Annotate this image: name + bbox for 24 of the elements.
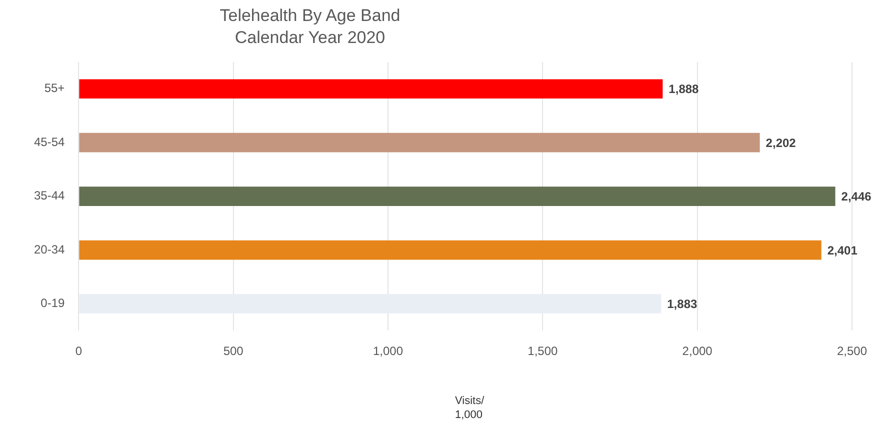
data-label: 2,202 (766, 136, 796, 150)
bar (79, 240, 822, 260)
data-label: 1,888 (668, 82, 700, 96)
x-axis-title: Visits/ 1,000 (455, 394, 486, 422)
y-tick-label: 55+ (44, 81, 65, 96)
bar (79, 79, 663, 99)
x-tick-label: 1,000 (372, 344, 404, 358)
bar (79, 132, 760, 152)
x-tick-label: 2,500 (836, 344, 868, 358)
x-tick-label: 500 (223, 344, 244, 358)
chart-title: Telehealth By Age Band (218, 6, 402, 26)
data-label: 2,446 (841, 190, 872, 204)
data-label: 1,883 (667, 297, 698, 312)
data-label: 2,401 (827, 243, 858, 258)
bar (79, 294, 662, 314)
chart-subtitle: Calendar Year 2020 (234, 28, 386, 48)
y-tick-label: 45-54 (34, 134, 66, 149)
y-tick-label: 20-34 (34, 242, 66, 256)
x-tick-label: 1,500 (528, 344, 558, 358)
y-tick-label: 0-19 (40, 296, 66, 310)
x-tick-label: 0 (75, 344, 82, 358)
y-tick-label: 35-44 (34, 188, 66, 203)
bar (79, 186, 836, 206)
x-tick-label: 2,000 (682, 344, 713, 358)
